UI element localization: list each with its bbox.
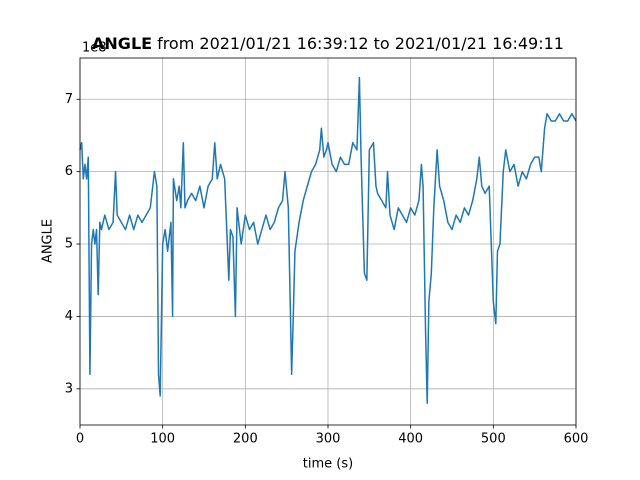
x-tick-label: 400 xyxy=(398,432,423,447)
y-tick-label: 5 xyxy=(65,237,73,252)
y-tick-label: 3 xyxy=(65,381,73,396)
x-tick-label: 600 xyxy=(564,432,589,447)
title-text: from 2021/01/21 16:39:12 to 2021/01/21 1… xyxy=(157,34,564,53)
offset-text: 1e8 xyxy=(82,41,107,56)
y-axis-label: ANGLE xyxy=(41,219,56,263)
y-tick-label: 7 xyxy=(65,92,73,107)
y-tick-label: 4 xyxy=(65,309,73,324)
x-axis-label: time (s) xyxy=(303,457,353,472)
x-tick-label: 0 xyxy=(76,432,84,447)
x-tick-label: 300 xyxy=(316,432,341,447)
data-line xyxy=(79,76,577,405)
y-tick-label: 6 xyxy=(65,164,73,179)
x-tick-label: 200 xyxy=(233,432,258,447)
chart-title: ANGLE from 2021/01/21 16:39:12 to 2021/01… xyxy=(92,34,564,53)
plot-area xyxy=(79,58,577,425)
title-bold: ANGLE xyxy=(92,34,152,53)
x-tick-label: 100 xyxy=(150,432,175,447)
x-tick-label: 500 xyxy=(481,432,506,447)
